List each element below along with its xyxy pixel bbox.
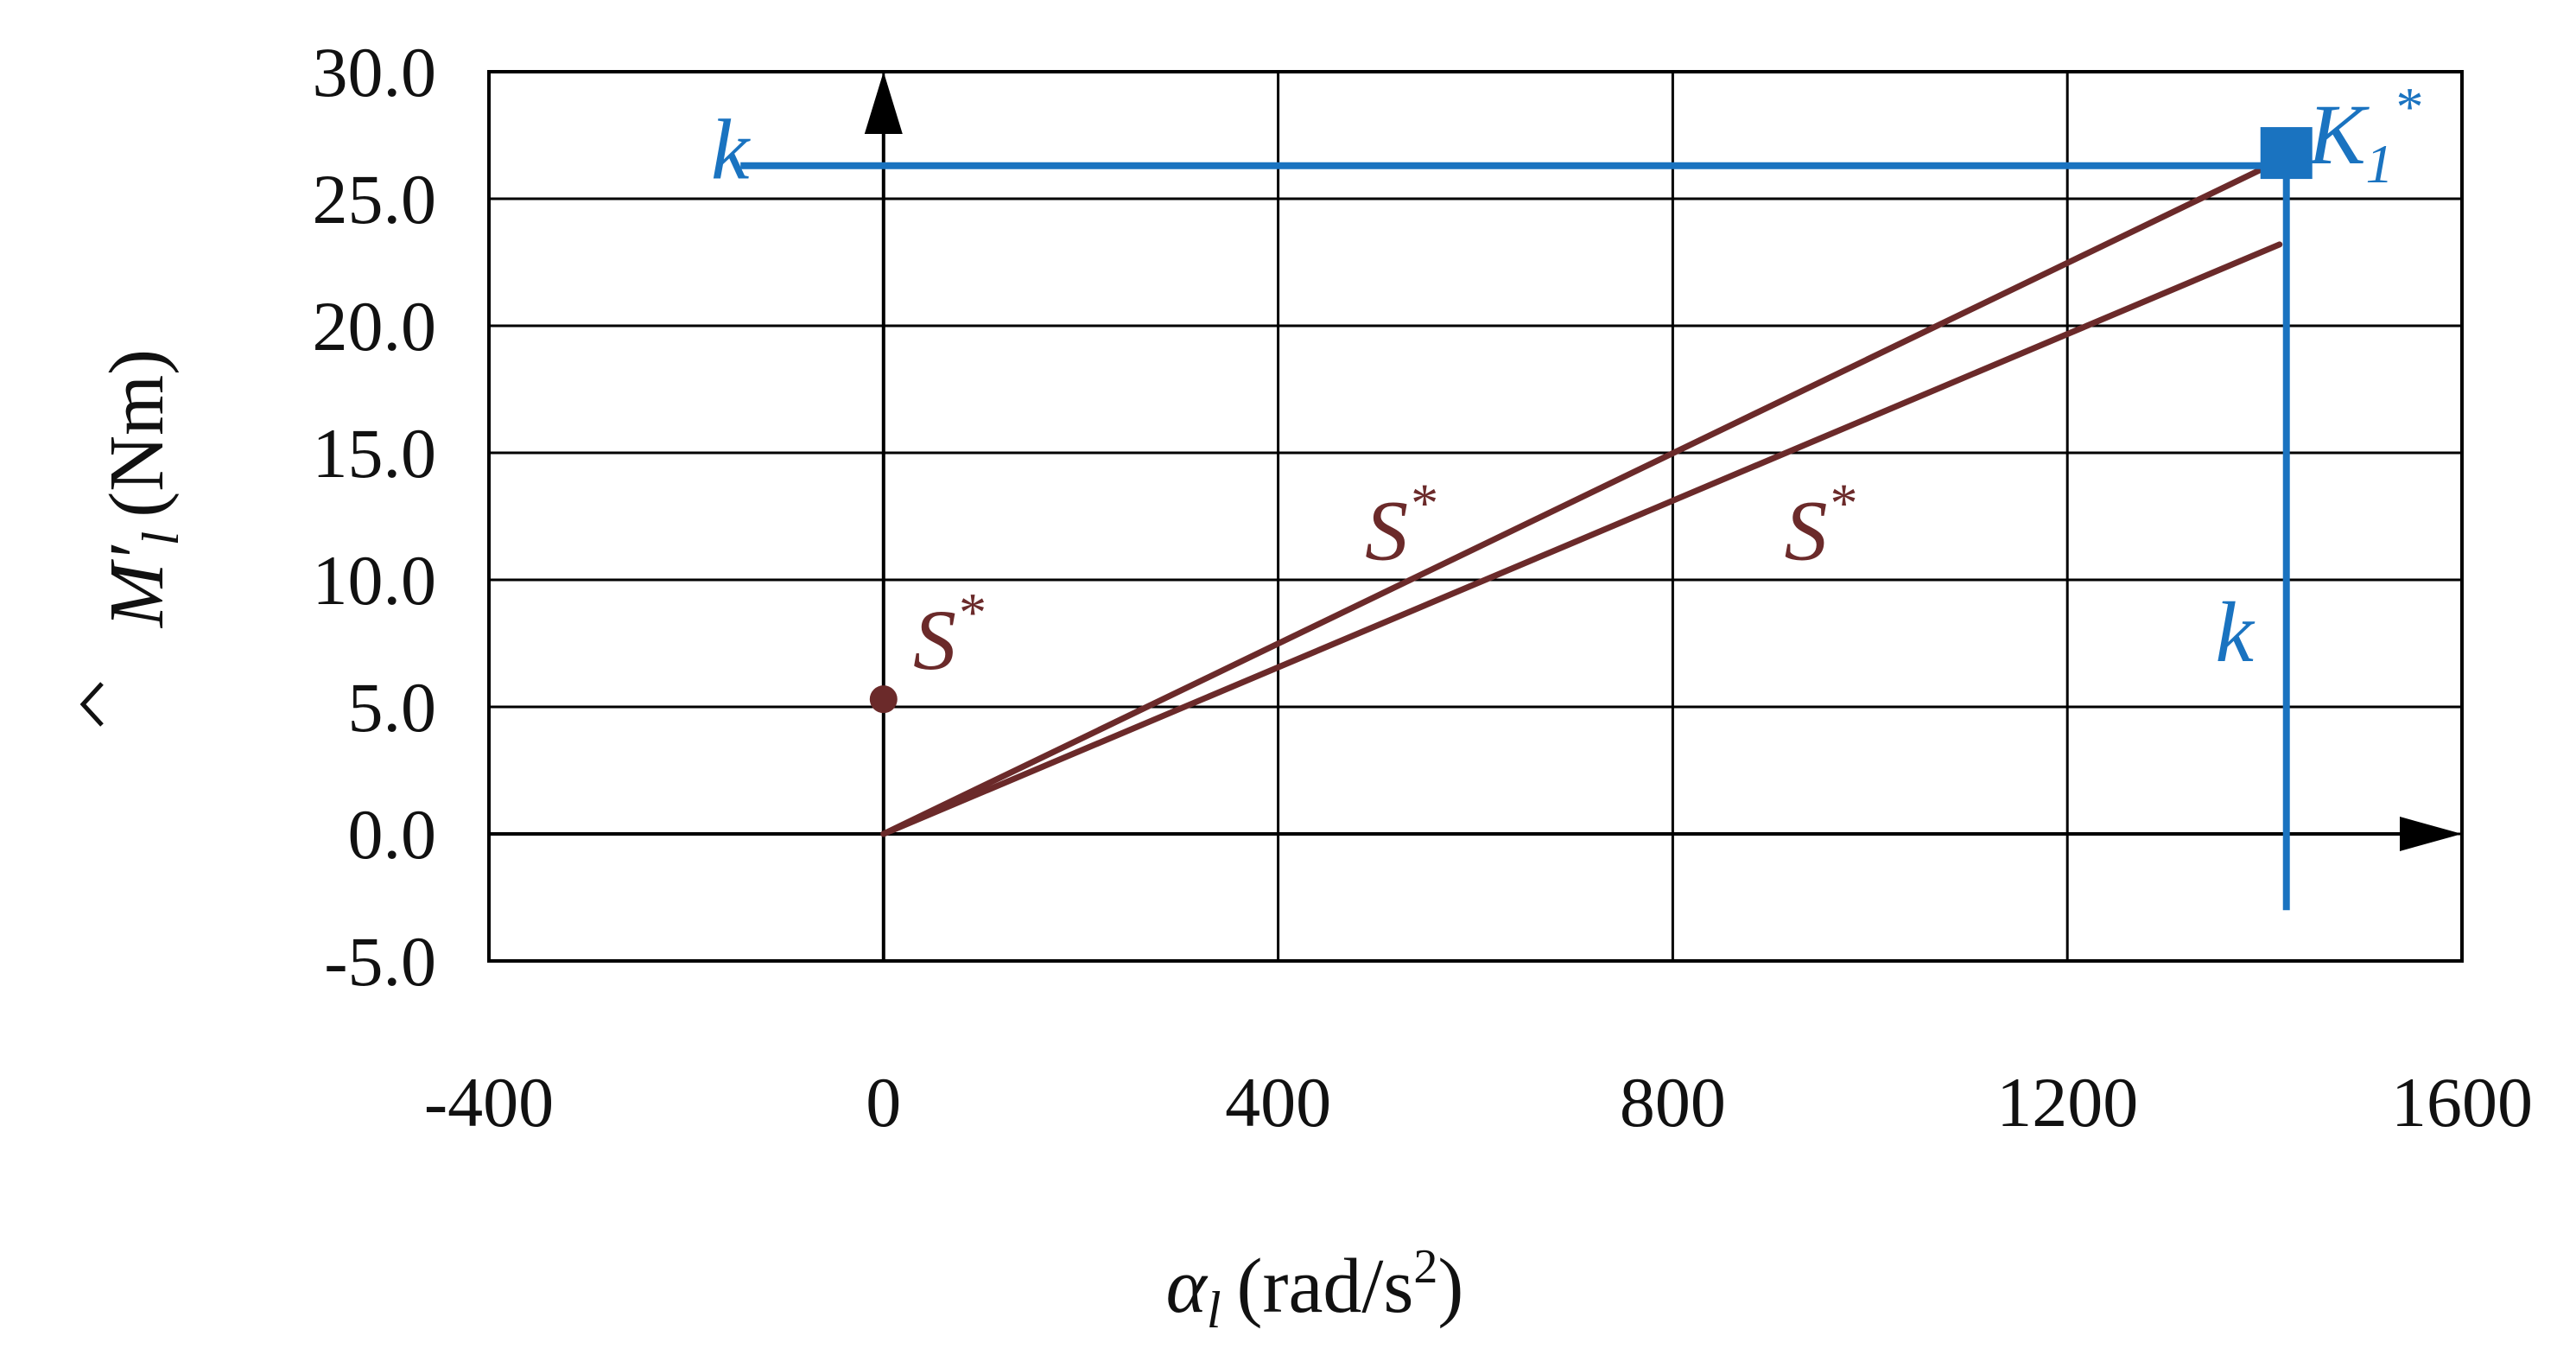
y-axis-prime: ′ [94,544,180,563]
y-axis-label: M′l (Nm) [79,349,189,727]
annotation-k-h: k [711,101,751,197]
y-tick-label: 15.0 [313,414,437,493]
x-tick-label: 400 [1225,1063,1331,1142]
y-axis-unit: (Nm) [94,349,180,518]
x-axis-unit-suffix: ) [1437,1244,1463,1329]
x-axis-subscript: l [1207,1282,1221,1339]
x-axis-unit-prefix: (rad/s [1237,1244,1414,1329]
x-axis-label: αl (rad/s2) [1166,1240,1464,1339]
series-group [880,157,2283,837]
annotation-S-dot: S* [913,582,984,688]
series-line-2 [880,241,2283,837]
plot-frame [487,70,2464,963]
y-axis-arrowhead [864,72,903,134]
x-tick-label: 1600 [2391,1063,2533,1142]
y-tick-labels: -5.0 0.0 5.0 10.0 15.0 20.0 25.0 30.0 [313,33,437,1001]
x-axis-arrowhead [2400,817,2462,851]
x-axis-unit-superscript: 2 [1413,1240,1437,1294]
y-axis-subscript: l [132,531,189,546]
series-line-1 [880,157,2283,837]
x-tick-label: -400 [424,1063,554,1142]
point-marker-dot [869,685,898,714]
x-tick-label: 1200 [1996,1063,2138,1142]
y-tick-label: 0.0 [348,795,437,874]
y-tick-label: 20.0 [313,287,437,366]
annotation-k-v: k [2216,584,2256,680]
x-axis-symbol: α [1166,1244,1209,1329]
y-tick-label: 25.0 [313,160,437,239]
y-axis-hat [79,682,104,727]
annotation-S-lower: S* [1784,472,1855,578]
y-tick-label: -5.0 [324,922,436,1001]
svg-text:M′l(Nm): M′l (Nm) [94,349,189,629]
y-tick-label: 30.0 [313,33,437,111]
x-tick-label: 0 [866,1063,901,1142]
x-tick-label: 800 [1620,1063,1726,1142]
y-axis-symbol: M [94,558,180,629]
x-tick-labels: -400 0 400 800 1200 1600 [424,1063,2533,1142]
annotation-S-upper: S* [1365,472,1436,578]
axes [489,72,2462,961]
point-marker-square [2260,127,2313,180]
markers [869,127,2313,714]
limit-lines [740,153,2290,911]
annotation-K1: K1* [2306,76,2421,194]
annotations: k k K1* S* S* S* [711,76,2421,688]
grid [487,70,2464,963]
y-tick-label: 10.0 [313,541,437,620]
y-tick-label: 5.0 [348,668,437,747]
